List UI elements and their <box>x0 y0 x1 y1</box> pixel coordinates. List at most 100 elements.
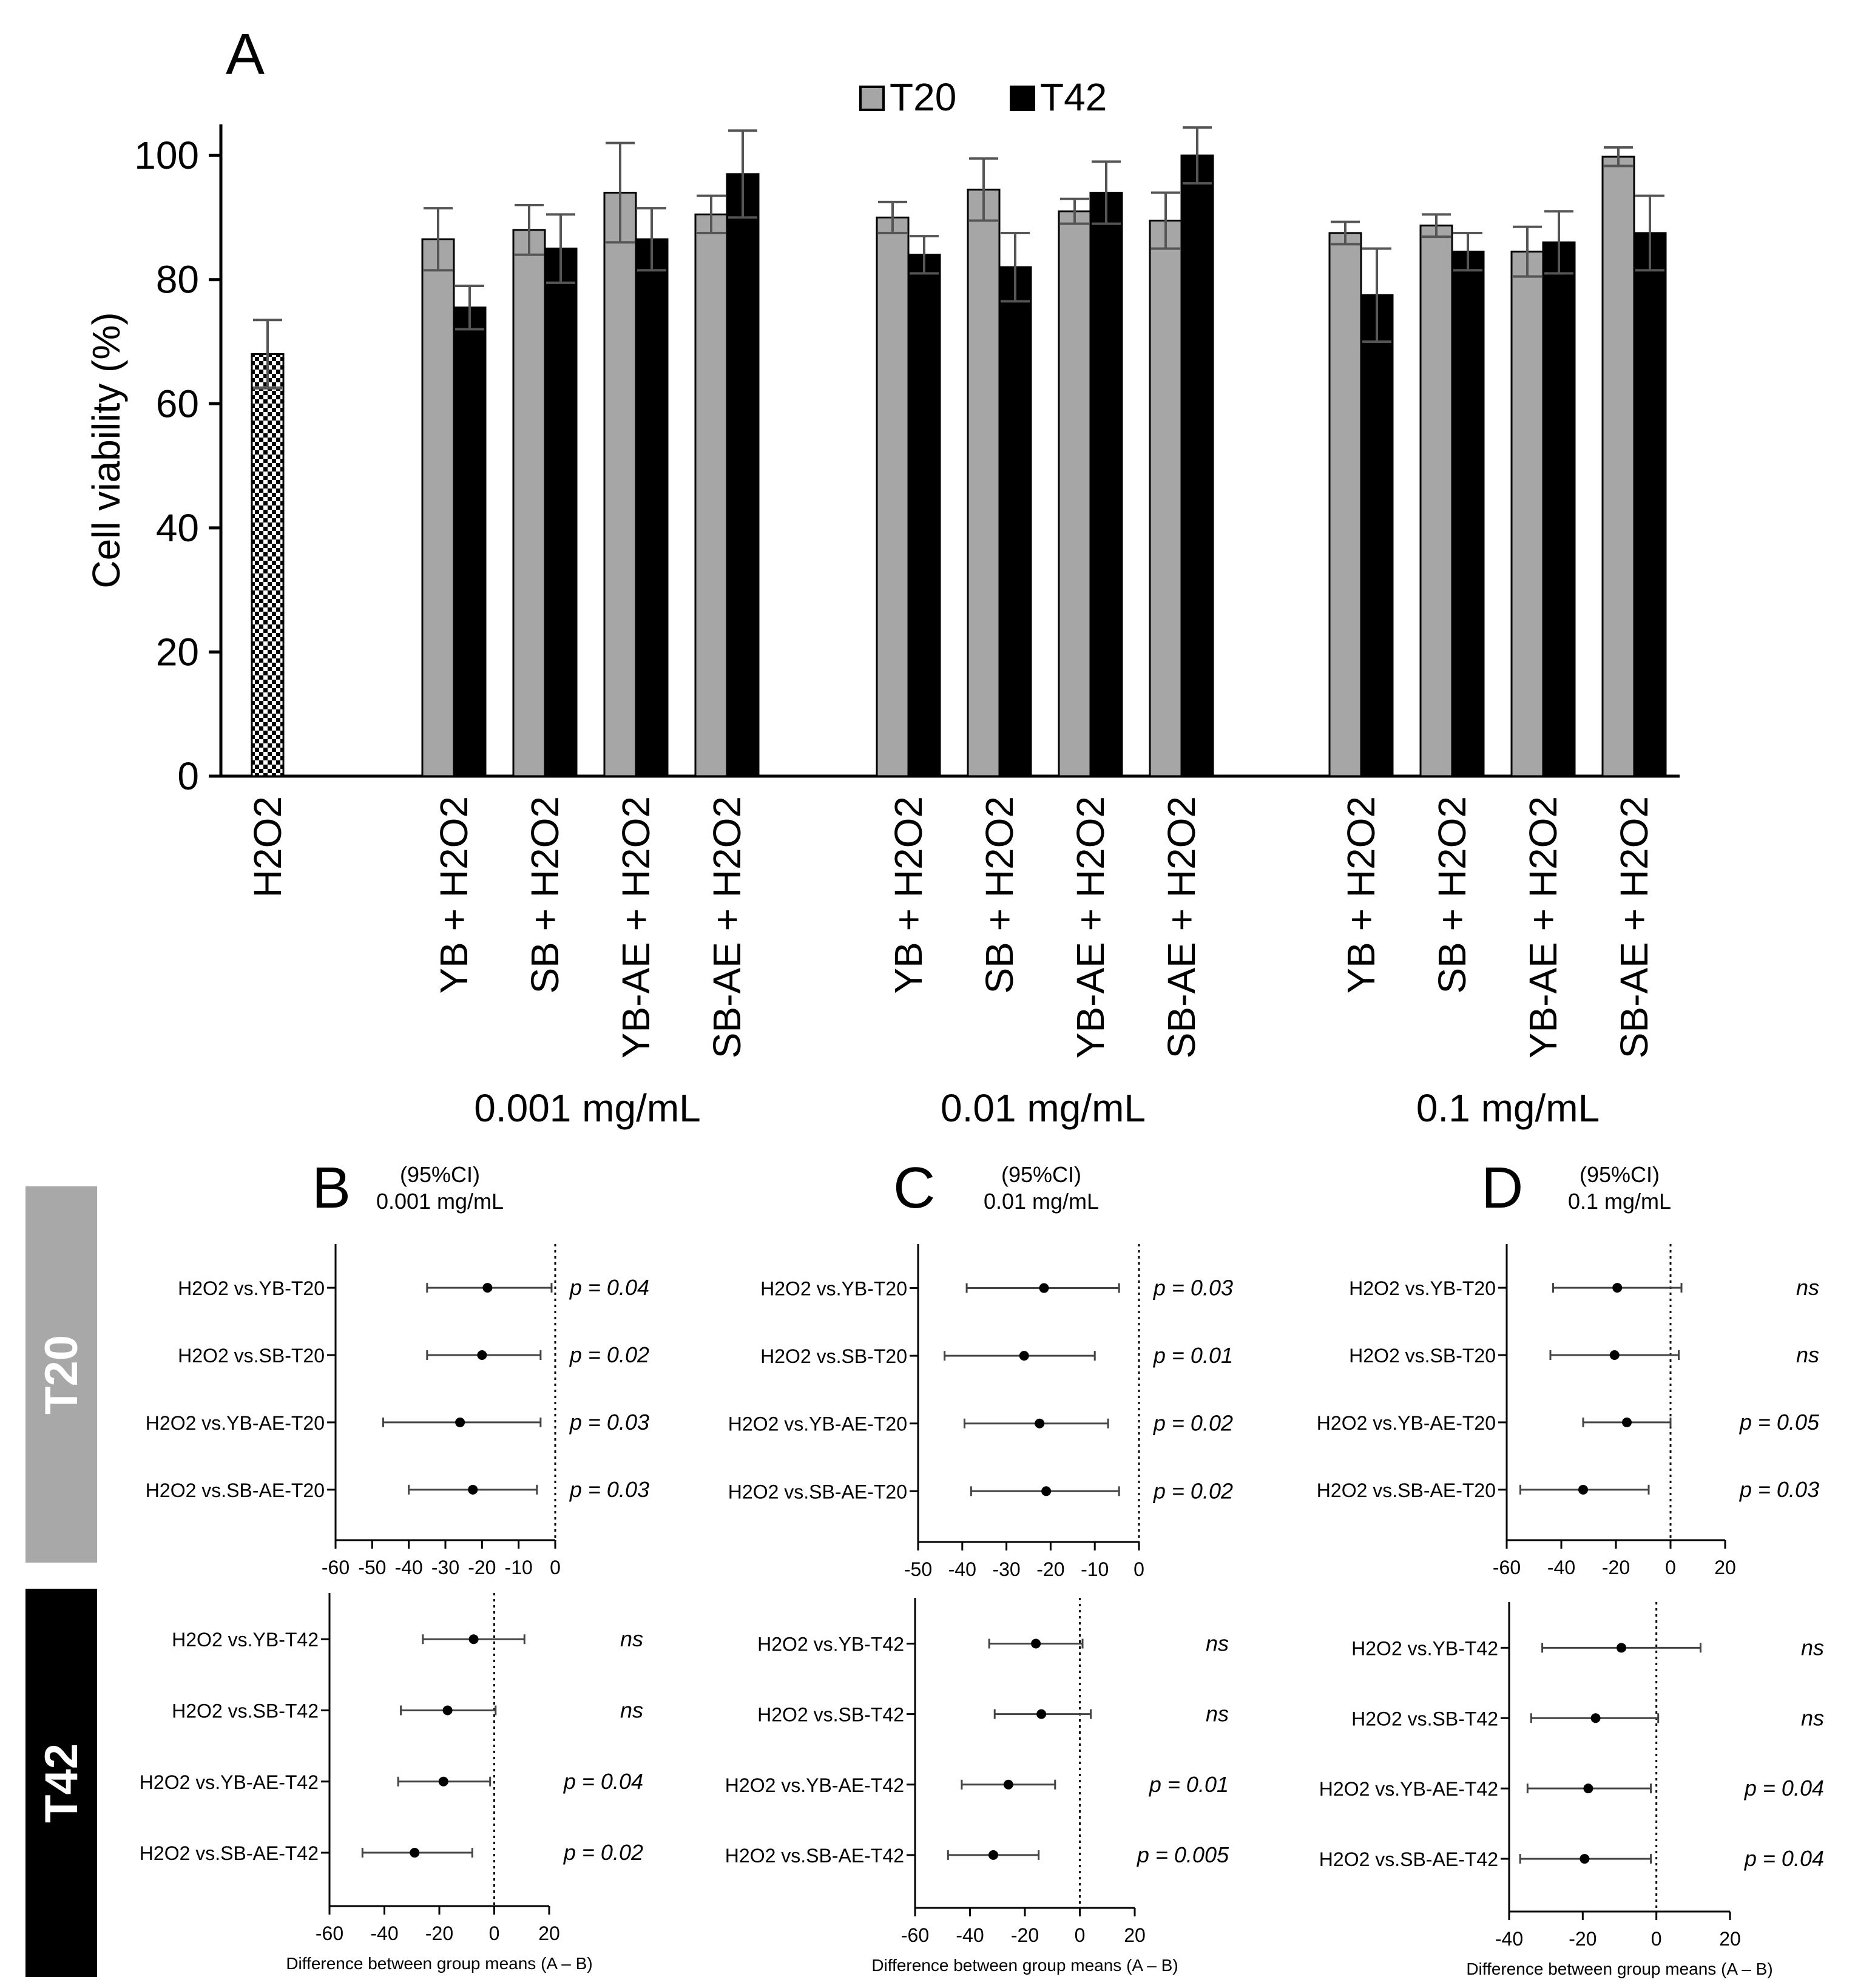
p-value: p = 0.02 <box>1153 1411 1233 1436</box>
bar-t42 <box>726 173 760 777</box>
p-value: p = 0.03 <box>1739 1477 1819 1502</box>
forest-panel-d: D (95%CI)0.1 mg/mL -60 -40 -20 0 20 H2O2 vs.YB-… <box>1317 1155 1824 1978</box>
comparison-label: H2O2 vs.SB-AE-T42 <box>140 1842 319 1864</box>
forest-t20: -60 -50 -40 -30 -20 -10 0 H2O2 vs.YB-T20 p = 0.0… <box>146 1244 649 1578</box>
forest-header-line: (95%CI) <box>400 1162 480 1187</box>
y-tick-label: 0 <box>177 754 199 798</box>
x-tick-label: YB + H2O2 <box>887 796 930 994</box>
x-tick-label: SB-AE + H2O2 <box>705 796 749 1058</box>
panel-letter-d: D <box>1481 1155 1523 1220</box>
side-label-t20-text: T20 <box>35 1334 87 1415</box>
forest-x-tick-label: 0 <box>1134 1558 1144 1580</box>
bar-t20 <box>1419 225 1453 777</box>
bar-t42 <box>544 248 578 777</box>
forest-panel-c: C (95%CI)0.01 mg/mL -50 -40 -30 -20 -10 0 H2O2 v… <box>725 1155 1233 1975</box>
mean-point <box>1583 1783 1593 1794</box>
bar-t42 <box>998 266 1032 777</box>
forest-x-tick-label: -60 <box>901 1924 929 1946</box>
mean-point <box>468 1634 479 1645</box>
comparison-label: H2O2 vs.YB-AE-T42 <box>1319 1778 1498 1800</box>
mean-point <box>988 1850 998 1860</box>
x-tick-label: SB-AE + H2O2 <box>1612 796 1656 1058</box>
comparison-label: H2O2 vs.YB-AE-T20 <box>1317 1412 1496 1434</box>
y-tick-label: 40 <box>156 506 199 550</box>
p-value: p = 0.03 <box>569 1477 649 1502</box>
bar-t42 <box>1451 251 1485 777</box>
bar-t20 <box>694 213 728 777</box>
x-tick-label: SB + H2O2 <box>523 796 567 994</box>
comparison-label: H2O2 vs.SB-T42 <box>172 1700 319 1722</box>
forest-x-tick-label: -40 <box>948 1558 976 1580</box>
forest-header-line: (95%CI) <box>1580 1162 1660 1187</box>
legend-swatch-t42 <box>1010 86 1035 111</box>
p-value: ns <box>1796 1342 1819 1367</box>
p-value: ns <box>1796 1275 1819 1300</box>
mean-point <box>477 1350 487 1360</box>
y-tick-label: 60 <box>156 382 199 425</box>
comparison-label: H2O2 vs.YB-AE-T20 <box>146 1412 325 1434</box>
mean-point <box>1035 1418 1045 1428</box>
comparison-label: H2O2 vs.YB-T20 <box>760 1278 907 1300</box>
forest-x-tick-label: -40 <box>395 1557 423 1578</box>
comparison-label: H2O2 vs.YB-T42 <box>1351 1637 1498 1659</box>
p-value: p = 0.02 <box>563 1840 643 1865</box>
forest-x-tick-label: 20 <box>538 1922 560 1944</box>
comparison-label: H2O2 vs.YB-T20 <box>1349 1277 1496 1299</box>
mean-point <box>1590 1713 1601 1723</box>
comparison-label: H2O2 vs.YB-AE-T42 <box>140 1771 319 1793</box>
forest-panel-b: B (95%CI)0.001 mg/mL -60 -50 -40 -30 -20 -10 0 H2… <box>140 1155 649 1973</box>
bar-t42 <box>1360 294 1394 777</box>
mean-point <box>468 1484 478 1495</box>
bar-t20 <box>1510 251 1544 777</box>
comparison-label: H2O2 vs.SB-AE-T20 <box>1317 1479 1496 1501</box>
mean-point <box>1031 1638 1041 1649</box>
side-label-t20: T20 <box>25 1186 97 1563</box>
x-tick-label: YB + H2O2 <box>432 796 476 994</box>
p-value: p = 0.04 <box>1744 1846 1824 1871</box>
forest-x-axis-label: Difference between group means (A – B) <box>871 1956 1178 1975</box>
side-label-t42: T42 <box>25 1589 97 1977</box>
forest-x-tick-label: -60 <box>1493 1557 1521 1578</box>
mean-point <box>1617 1643 1627 1653</box>
legend-label-t20: T20 <box>890 75 956 119</box>
forest-header-line: 0.1 mg/mL <box>1568 1189 1671 1214</box>
panel-letter-b: B <box>312 1155 351 1220</box>
forest-x-tick-label: -30 <box>992 1558 1020 1580</box>
x-tick-label: YB-AE + H2O2 <box>614 796 658 1058</box>
mean-point <box>482 1283 493 1293</box>
forest-x-tick-label: -40 <box>1495 1928 1523 1950</box>
forest-x-tick-label: 0 <box>550 1557 561 1578</box>
forest-header-line: 0.001 mg/mL <box>376 1189 504 1214</box>
concentration-label: 0.01 mg/mL <box>941 1086 1146 1130</box>
mean-point <box>1609 1350 1620 1360</box>
mean-point <box>1039 1283 1049 1293</box>
comparison-label: H2O2 vs.SB-AE-T20 <box>728 1481 907 1503</box>
p-value: p = 0.04 <box>563 1769 643 1794</box>
mean-point <box>442 1705 453 1716</box>
side-label-t42-text: T42 <box>35 1743 87 1823</box>
forest-x-tick-label: 20 <box>1124 1924 1146 1946</box>
forest-x-tick-label: -50 <box>904 1558 932 1580</box>
comparison-label: H2O2 vs.SB-T20 <box>1349 1345 1496 1367</box>
y-axis-label: Cell viability (%) <box>84 312 128 588</box>
legend-swatch-t20 <box>859 86 885 111</box>
comparison-label: H2O2 vs.SB-T42 <box>1351 1708 1498 1729</box>
forest-x-tick-label: -40 <box>1547 1557 1575 1578</box>
y-tick-label: 20 <box>156 630 199 674</box>
bar-t20 <box>1601 155 1635 777</box>
forest-x-tick-label: 0 <box>1665 1557 1676 1578</box>
forest-x-tick-label: 0 <box>1075 1924 1086 1946</box>
bar-t42 <box>1089 192 1123 777</box>
mean-point <box>455 1417 465 1427</box>
comparison-label: H2O2 vs.SB-AE-T20 <box>146 1479 325 1501</box>
mean-point <box>1612 1283 1623 1293</box>
mean-point <box>1578 1484 1588 1495</box>
forest-x-tick-label: 20 <box>1719 1928 1741 1950</box>
p-value: ns <box>1206 1631 1229 1655</box>
x-tick-label-control: H2O2 <box>246 796 289 898</box>
p-value: p = 0.03 <box>569 1410 649 1435</box>
concentration-label: 0.001 mg/mL <box>474 1086 701 1130</box>
p-value: p = 0.05 <box>1739 1410 1820 1435</box>
legend-label-t42: T42 <box>1040 75 1107 119</box>
bar-t20 <box>876 216 910 777</box>
